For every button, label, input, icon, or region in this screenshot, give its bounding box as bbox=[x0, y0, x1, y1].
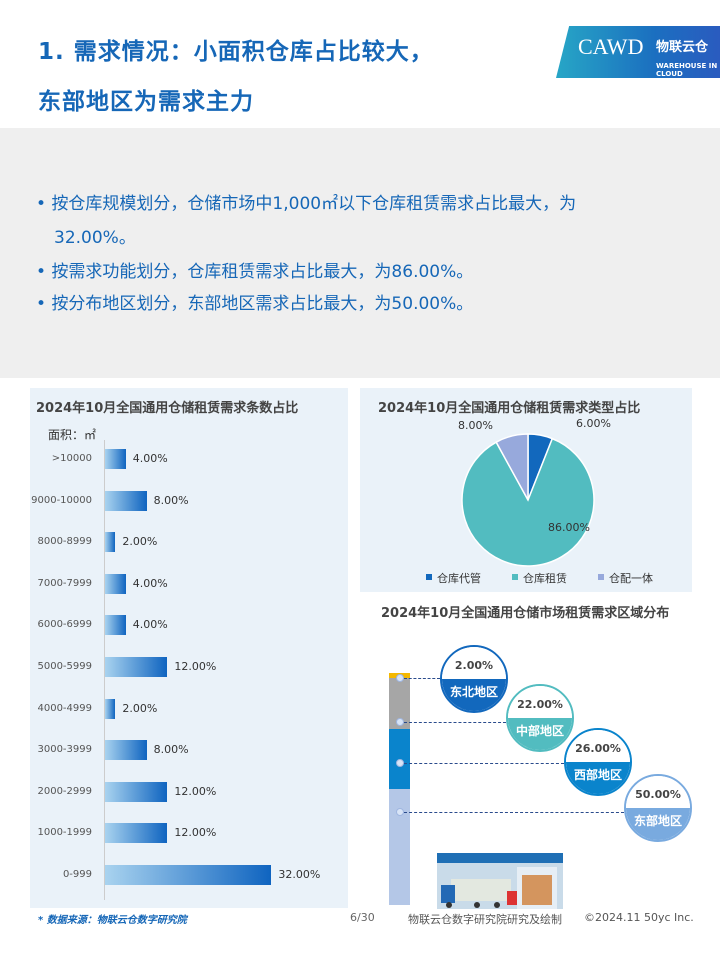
category-label: 7000-7999 bbox=[37, 577, 92, 589]
bar bbox=[105, 781, 168, 802]
credit: 物联云仓数字研究院研究及绘制 bbox=[408, 913, 562, 926]
size-chart-axis-label: 面积：㎡ bbox=[48, 428, 97, 442]
legend-label: 仓库代管 bbox=[437, 571, 481, 585]
data-label: 12.00% bbox=[174, 660, 217, 673]
page-title: 1. 需求情况：小面积仓库占比较大， bbox=[38, 39, 434, 65]
category-label: 9000-10000 bbox=[31, 494, 92, 506]
pie-chart: 6.00% 仓库代管 86.00% 仓库租赁 8.00% 仓配一体 bbox=[426, 417, 653, 585]
category-label: 0-999 bbox=[62, 869, 92, 880]
page-title-line2: 东部地区为需求主力 bbox=[38, 89, 254, 115]
pie-chart-title: 2024年10月全国通用仓储租赁需求类型占比 bbox=[378, 401, 641, 416]
legend-swatch bbox=[598, 574, 604, 580]
leader-line bbox=[404, 812, 624, 813]
slice-label: 8.00% bbox=[458, 419, 493, 432]
bullet-1-cont: 32.00%。 bbox=[54, 228, 136, 248]
legend-label: 仓库租赁 bbox=[523, 571, 567, 585]
pie-slice bbox=[461, 437, 595, 567]
marker-dot bbox=[396, 808, 404, 816]
data-label: 12.00% bbox=[174, 826, 217, 840]
marker-dot bbox=[396, 759, 404, 767]
data-label: 8.00% bbox=[153, 743, 189, 757]
bar bbox=[105, 573, 126, 594]
category-label: 5000-5999 bbox=[37, 661, 92, 672]
bullet-3: • 按分布地区划分，东部地区需求占比最大，为50.00%。 bbox=[36, 294, 474, 314]
bullet-1: • 按仓库规模划分，仓储市场中1,000㎡以下仓库租赁需求占比最大，为 bbox=[36, 194, 577, 214]
category-label: 1000-1999 bbox=[37, 827, 92, 839]
category-label: 3000-3999 bbox=[37, 744, 92, 756]
category-label: 4000-4999 bbox=[37, 702, 92, 714]
summary-band bbox=[0, 128, 720, 378]
marker-dot bbox=[396, 718, 404, 726]
bar bbox=[105, 532, 116, 553]
region-badge: 26.00% 西部地区 bbox=[564, 728, 632, 796]
data-label: 4.00% bbox=[132, 452, 168, 465]
stacked-segment bbox=[389, 728, 410, 789]
slice-label: 6.00% bbox=[576, 417, 611, 430]
category-label: 6000-6999 bbox=[37, 619, 92, 631]
warehouse-illustration bbox=[437, 853, 563, 909]
bar bbox=[105, 740, 147, 761]
bar bbox=[105, 615, 126, 636]
slice-label: 86.00% bbox=[548, 521, 590, 534]
data-label: 8.00% bbox=[153, 493, 189, 507]
data-label: 4.00% bbox=[132, 576, 168, 590]
category-label: 8000-8999 bbox=[37, 536, 92, 548]
stacked-segment bbox=[389, 677, 410, 729]
copyright: ©2024.11 50yc Inc. bbox=[584, 911, 694, 924]
data-label: 4.00% bbox=[132, 618, 168, 632]
page-number: 6/30 bbox=[350, 911, 375, 924]
legend-swatch bbox=[426, 574, 432, 580]
bar bbox=[105, 865, 272, 885]
axis-line bbox=[104, 440, 105, 900]
bar bbox=[105, 823, 168, 844]
size-chart-title: 2024年10月全国通用仓储租赁需求条数占比 bbox=[36, 401, 299, 416]
data-label: 2.00% bbox=[122, 701, 158, 715]
region-badge: 22.00% 中部地区 bbox=[506, 684, 574, 752]
bar bbox=[105, 698, 116, 719]
marker-dot bbox=[396, 674, 404, 682]
leader-line bbox=[404, 763, 564, 764]
stacked-segment bbox=[389, 789, 410, 905]
legend-swatch bbox=[512, 574, 518, 580]
region-badge: 2.00% 东北地区 bbox=[440, 645, 508, 713]
pie-slice bbox=[495, 433, 529, 501]
bar bbox=[105, 449, 126, 469]
leader-line bbox=[404, 722, 506, 723]
category-label: 2000-2999 bbox=[37, 785, 92, 797]
bar bbox=[105, 490, 147, 511]
size-chart-panel bbox=[30, 388, 348, 908]
bullet-2: • 按需求功能划分，仓库租赁需求占比最大，为86.00%。 bbox=[36, 262, 474, 282]
category-label: >10000 bbox=[51, 453, 92, 464]
data-label: 2.00% bbox=[122, 535, 158, 549]
data-source: * 数据来源：物联云仓数字研究院 bbox=[38, 915, 187, 926]
region-chart-title: 2024年10月全国通用仓储市场租赁需求区域分布 bbox=[381, 606, 670, 621]
bar bbox=[105, 657, 168, 677]
leader-line bbox=[404, 678, 440, 679]
data-label: 32.00% bbox=[278, 868, 321, 881]
data-label: 12.00% bbox=[174, 784, 217, 798]
logo: CAWD 物联云仓 WAREHOUSE IN CLOUD bbox=[556, 26, 720, 78]
region-badge: 50.00% 东部地区 bbox=[624, 774, 692, 842]
legend-label: 仓配一体 bbox=[609, 571, 653, 585]
